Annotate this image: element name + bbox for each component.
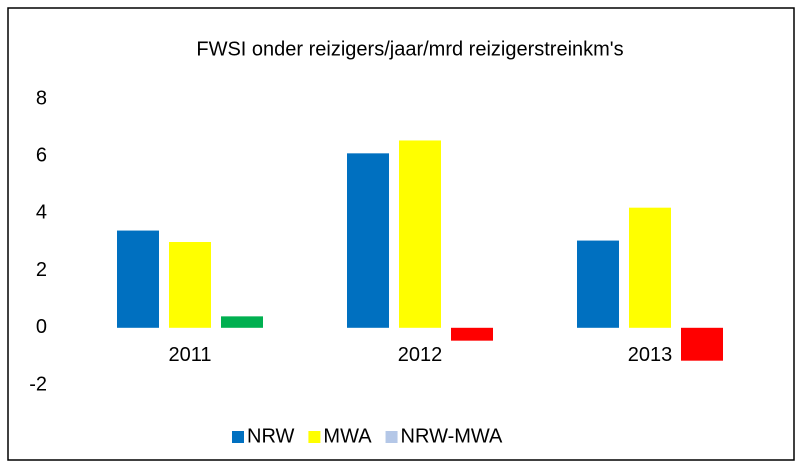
- x-tick-label: 2012: [398, 344, 443, 366]
- bar: [681, 327, 723, 361]
- y-tick-label: 4: [36, 202, 47, 224]
- bar: [629, 207, 671, 328]
- bar: [451, 327, 493, 341]
- legend-label: NRW: [247, 425, 295, 447]
- y-tick-label: -2: [29, 373, 47, 395]
- legend-label: MWA: [323, 425, 372, 447]
- bar: [577, 240, 619, 328]
- legend-label: NRW-MWA: [401, 425, 503, 447]
- bar: [347, 153, 389, 328]
- y-tick-label: 0: [36, 316, 47, 338]
- chart-title: FWSI onder reizigers/jaar/mrd reizigerst…: [196, 38, 623, 60]
- bar: [221, 316, 263, 328]
- bar: [169, 242, 211, 328]
- bar: [117, 230, 159, 328]
- y-tick-label: 2: [36, 259, 47, 281]
- x-tick-label: 2011: [168, 344, 211, 366]
- y-tick-label: 8: [36, 87, 47, 109]
- legend-swatch: [385, 431, 398, 443]
- legend-swatch: [232, 431, 244, 443]
- legend-swatch: [308, 431, 321, 443]
- y-tick-label: 6: [36, 144, 47, 166]
- x-tick-label: 2013: [628, 344, 673, 366]
- bar: [399, 140, 441, 328]
